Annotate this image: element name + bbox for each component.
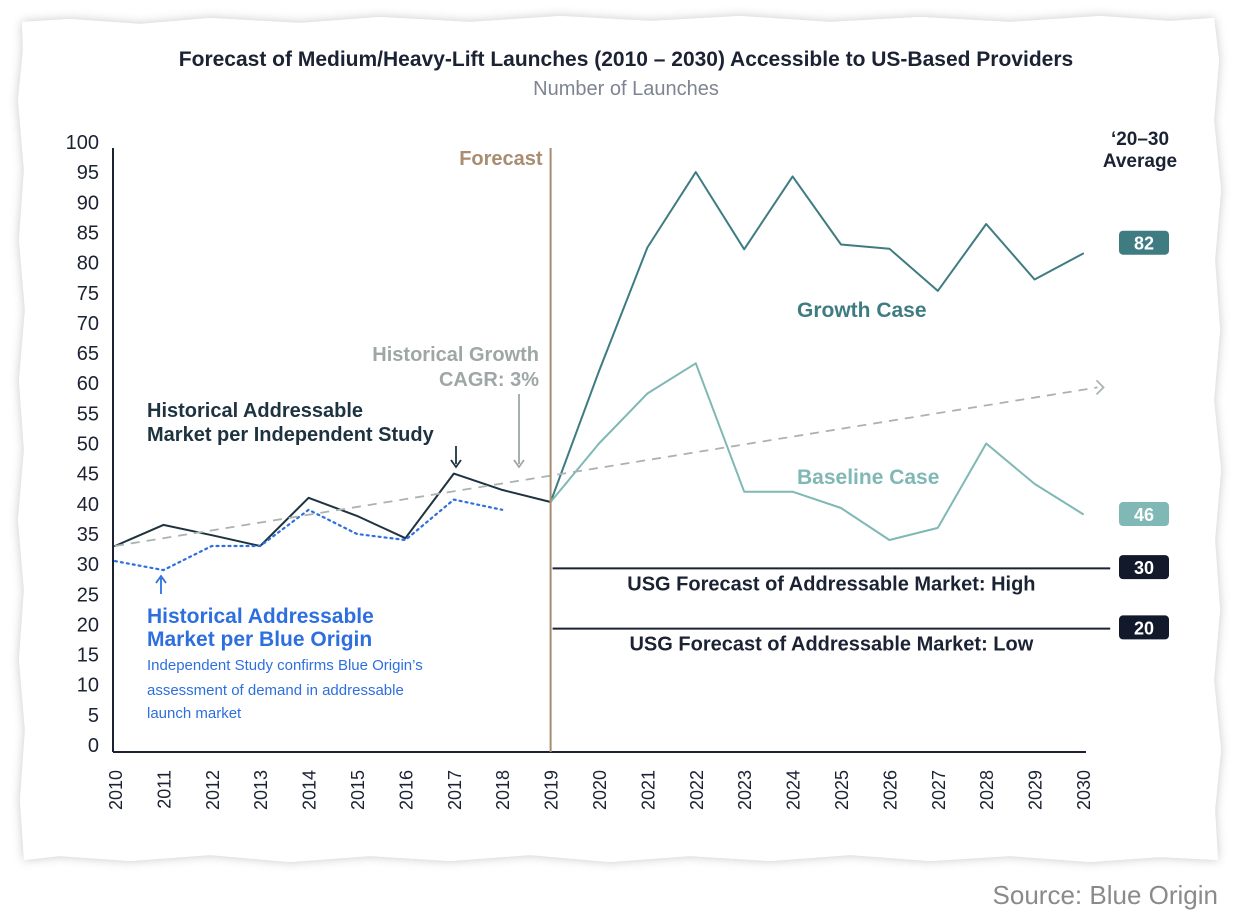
cagr-series-line — [114, 386, 1098, 547]
blue_origin-series-line — [113, 498, 504, 572]
cagr-arrow-head — [1095, 379, 1105, 396]
x-tick-label: 2027 — [929, 770, 949, 810]
average-value-growth: 82 — [1134, 234, 1154, 254]
x-axis-ticks: 2010 2011 2012 2013 2014 2015 2016 2017 2018 2019… — [106, 770, 1094, 810]
x-tick-label: 2014 — [300, 770, 320, 810]
average-value-low: 20 — [1134, 618, 1154, 638]
blue-origin-label-line2: Market per Blue Origin — [147, 628, 372, 651]
y-tick-label: 95 — [77, 162, 99, 184]
usg_high-label: USG Forecast of Addressable Market: High — [627, 573, 1035, 595]
y-tick-label: 65 — [77, 343, 99, 365]
cagr-label-line2: CAGR: 3% — [439, 369, 539, 391]
x-tick-label: 2029 — [1026, 770, 1046, 810]
x-tick-label: 2019 — [542, 770, 562, 810]
baseline-series-line — [549, 362, 1084, 541]
blue-origin-label-line1: Historical Addressable — [147, 605, 374, 628]
growth-case-label: Growth Case — [797, 299, 927, 322]
average-header-line2: Average — [1103, 151, 1177, 172]
y-tick-label: 25 — [77, 584, 99, 606]
x-tick-label: 2011 — [154, 770, 174, 809]
y-tick-label: 90 — [77, 192, 99, 214]
x-tick-label: 2012 — [203, 770, 223, 810]
average-value-high: 30 — [1134, 558, 1154, 578]
annotations: Historical Addressable Market per Indepe… — [147, 299, 939, 722]
x-tick-label: 2021 — [638, 770, 658, 810]
x-tick-label: 2024 — [784, 770, 804, 810]
cagr-arrow-head — [513, 459, 525, 469]
baseline-case-label: Baseline Case — [797, 466, 939, 489]
y-tick-label: 100 — [66, 132, 99, 154]
chart-title: Forecast of Medium/Heavy-Lift Launches (… — [179, 48, 1073, 71]
usg_low-label: USG Forecast of Addressable Market: Low — [629, 634, 1033, 656]
average-badge-growth — [1119, 230, 1169, 255]
y-tick-label: 80 — [77, 253, 99, 275]
average-badges: 82 46 30 20 — [1119, 230, 1169, 640]
growth-series-line — [549, 171, 1084, 503]
y-tick-label: 5 — [88, 705, 99, 727]
reference-lines: USG Forecast of Addressable Market: High… — [552, 567, 1111, 656]
blue-origin-note-line1: Independent Study confirms Blue Origin’s — [147, 657, 423, 674]
average-header-line1: ‘20–30 — [1111, 129, 1169, 150]
average-badge-high — [1119, 555, 1169, 580]
x-tick-label: 2016 — [396, 770, 416, 810]
x-tick-label: 2025 — [832, 770, 852, 810]
y-axis-ticks: 0 5 10 15 20 25 30 35 40 45 50 55 60 65 70 75 80 85 90 95 10… — [66, 132, 99, 757]
blue-origin-note-line3: launch market — [147, 705, 242, 722]
series-layer — [113, 171, 1105, 572]
y-tick-label: 55 — [77, 403, 99, 425]
y-tick-label: 75 — [77, 283, 99, 305]
cagr-label-line1: Historical Growth — [372, 344, 539, 366]
x-tick-label: 2013 — [251, 770, 271, 810]
y-tick-label: 70 — [77, 313, 99, 335]
x-tick-label: 2015 — [348, 770, 368, 810]
x-tick-label: 2023 — [735, 770, 755, 810]
y-tick-label: 10 — [77, 675, 99, 697]
y-tick-label: 0 — [88, 735, 99, 757]
independent-label-line1: Historical Addressable — [147, 400, 363, 422]
average-badge-baseline — [1119, 502, 1169, 527]
x-tick-label: 2020 — [590, 770, 610, 810]
x-tick-label: 2017 — [445, 770, 465, 810]
independent-arrow-head — [450, 459, 462, 469]
blue-origin-arrow-head — [155, 574, 167, 584]
y-tick-label: 60 — [77, 373, 99, 395]
forecast-label: Forecast — [459, 148, 543, 170]
y-tick-label: 45 — [77, 464, 99, 486]
independent-label-line2: Market per Independent Study — [147, 424, 435, 446]
independent-series-line — [114, 472, 552, 547]
y-tick-label: 30 — [77, 554, 99, 576]
y-tick-label: 15 — [77, 645, 99, 667]
x-tick-label: 2030 — [1074, 770, 1094, 810]
y-tick-label: 20 — [77, 614, 99, 636]
x-tick-label: 2026 — [880, 770, 900, 810]
source-note: Source: Blue Origin — [992, 880, 1218, 910]
average-value-baseline: 46 — [1134, 505, 1154, 525]
x-tick-label: 2018 — [493, 770, 513, 810]
x-tick-label: 2028 — [977, 770, 997, 810]
x-tick-label: 2010 — [106, 770, 126, 810]
blue-origin-note-line2: assessment of demand in addressable — [147, 682, 404, 699]
y-tick-label: 85 — [77, 222, 99, 244]
x-tick-label: 2022 — [687, 770, 707, 810]
y-tick-label: 50 — [77, 434, 99, 456]
y-tick-label: 40 — [77, 494, 99, 516]
average-badge-low — [1119, 615, 1169, 640]
y-tick-label: 35 — [77, 524, 99, 546]
chart-subtitle: Number of Launches — [533, 78, 719, 100]
